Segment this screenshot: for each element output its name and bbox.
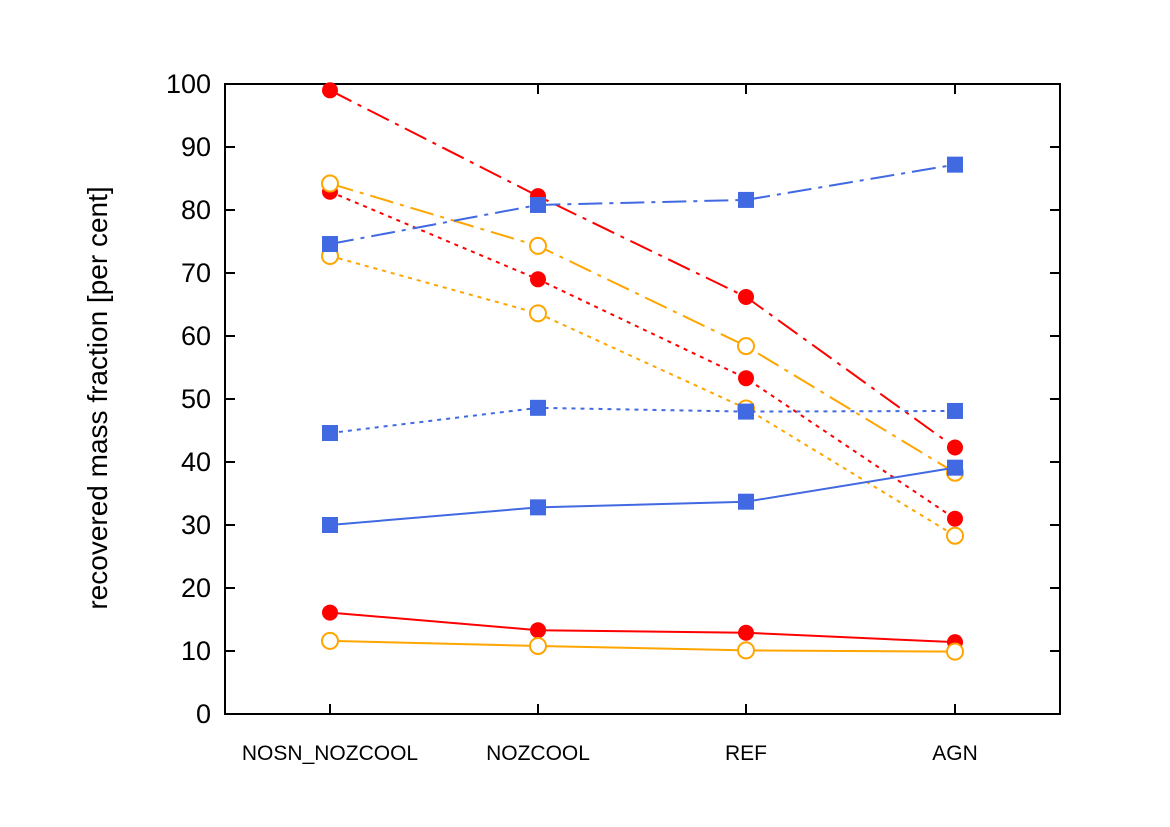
x-tick-label: REF: [725, 742, 767, 765]
series-1: [322, 82, 963, 456]
series-5: [321, 246, 964, 545]
y-tick-label: 100: [166, 69, 211, 99]
data-point: [738, 403, 754, 420]
series-2: [322, 183, 963, 527]
y-tick-label: 40: [181, 447, 211, 477]
y-tick-label: 30: [181, 510, 211, 540]
data-point: [529, 236, 547, 255]
data-point: [738, 288, 754, 305]
data-point: [322, 517, 338, 533]
data-point: [322, 604, 338, 621]
data-point: [321, 174, 339, 193]
series-line: [329, 406, 956, 435]
series-line: [329, 611, 956, 644]
data-point: [321, 631, 339, 650]
data-point: [947, 439, 963, 456]
y-tick-label: 80: [181, 195, 211, 225]
data-point: [947, 459, 963, 476]
series-line: [329, 89, 956, 449]
series-group: [321, 82, 964, 661]
series-8: [322, 399, 963, 442]
y-tick-label: 10: [181, 636, 211, 666]
series-line: [329, 466, 956, 526]
data-point: [737, 337, 755, 356]
y-tick-label: 50: [181, 384, 211, 414]
data-point: [530, 196, 546, 213]
data-point: [529, 304, 547, 323]
data-point: [530, 499, 546, 516]
x-tick-label: NOSN_NOZCOOL: [242, 742, 418, 765]
y-tick-label: 0: [196, 699, 211, 729]
data-point: [737, 641, 755, 660]
data-point: [322, 82, 338, 99]
data-point: [530, 622, 546, 639]
data-point: [946, 642, 964, 661]
series-7: [322, 156, 963, 253]
series-9: [322, 459, 963, 533]
x-tick-label: NOZCOOL: [486, 742, 590, 765]
x-axis: NOSN_NOZCOOL NOZCOOL REF AGN: [242, 84, 978, 765]
y-tick-label: 70: [181, 258, 211, 288]
series-line: [329, 255, 956, 537]
data-point: [738, 370, 754, 387]
x-tick-label: AGN: [932, 742, 978, 765]
y-axis: 0 10 20 30 40 50 60 70 80 90 100: [166, 69, 1060, 729]
data-point: [946, 526, 964, 545]
series-4: [321, 174, 964, 482]
data-point: [947, 510, 963, 527]
data-point: [322, 236, 338, 253]
data-point: [738, 624, 754, 641]
data-point: [529, 636, 547, 655]
data-point: [738, 493, 754, 510]
series-6: [321, 631, 964, 661]
series-line: [329, 163, 956, 246]
plot-border: [224, 83, 1061, 715]
series-line: [329, 639, 956, 653]
data-point: [530, 399, 546, 416]
series-line: [329, 190, 956, 520]
data-point: [947, 156, 963, 173]
y-axis-title: recovered mass fraction [per cent]: [82, 186, 113, 609]
y-tick-label: 20: [181, 573, 211, 603]
y-tick-label: 90: [181, 132, 211, 162]
data-point: [530, 271, 546, 288]
data-point: [322, 425, 338, 442]
plot-area: [224, 83, 1061, 715]
data-point: [947, 402, 963, 419]
data-point: [738, 191, 754, 208]
y-tick-label: 60: [181, 321, 211, 351]
